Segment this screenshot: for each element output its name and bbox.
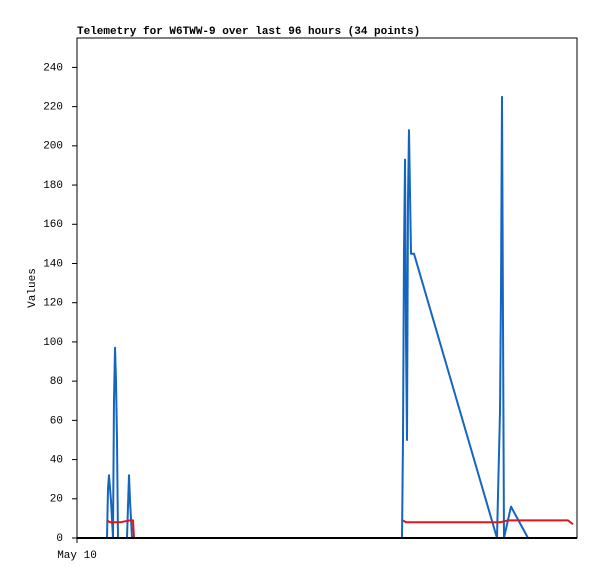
y-tick-label: 120 xyxy=(43,298,63,310)
y-tick-label: 220 xyxy=(43,102,63,114)
y-tick-label: 140 xyxy=(43,258,63,270)
y-tick-label: 0 xyxy=(56,533,63,545)
data-line xyxy=(106,519,574,539)
y-tick-label: 40 xyxy=(50,454,63,466)
y-tick-label: 60 xyxy=(50,415,63,427)
y-tick-label: 160 xyxy=(43,219,63,231)
y-tick-label: 100 xyxy=(43,337,63,349)
y-tick-label: 80 xyxy=(50,376,63,388)
chart-title: Telemetry for W6TWW-9 over last 96 hours… xyxy=(77,26,420,38)
y-axis-label: Values xyxy=(27,268,39,308)
y-tick-label: 180 xyxy=(43,180,63,192)
y-tick-label: 200 xyxy=(43,141,63,153)
y-tick-label: 240 xyxy=(43,62,63,74)
x-tick-label: May 10 xyxy=(57,550,97,562)
y-tick-label: 20 xyxy=(50,494,63,506)
data-line xyxy=(106,95,529,539)
